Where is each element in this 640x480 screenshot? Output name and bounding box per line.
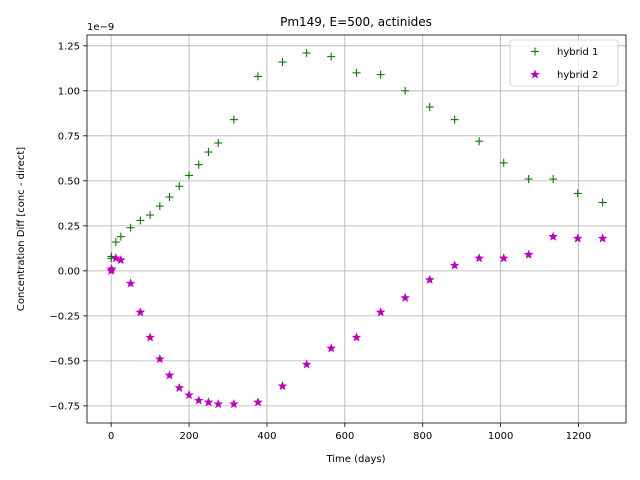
data-point [401, 86, 410, 95]
y-axis-scale-factor: 1e−9 [87, 22, 114, 33]
data-point [155, 202, 164, 211]
y-tick-label: 0.25 [58, 221, 80, 232]
data-point [573, 189, 582, 198]
data-point [213, 399, 224, 409]
series-hybrid-2 [106, 231, 608, 409]
legend-marker-symbol [530, 69, 540, 79]
data-point [125, 278, 136, 288]
data-point [155, 354, 165, 364]
x-tick-label: 0 [108, 431, 114, 442]
data-point [352, 68, 361, 77]
y-axis-ticks: −0.75 −0.50 −0.25 0.00 0.25 0.50 0.75 1.00 1.25 [49, 41, 87, 412]
data-point [106, 264, 117, 274]
legend-label-hybrid-2: hybrid 2 [557, 70, 598, 81]
data-point [375, 307, 386, 317]
data-point [175, 182, 184, 191]
data-point [400, 292, 410, 302]
data-point [107, 252, 116, 261]
data-point [229, 399, 239, 409]
data-point [194, 160, 203, 169]
x-tick-label: 1000 [488, 431, 513, 442]
data-point [598, 198, 607, 207]
data-point [425, 103, 434, 112]
data-point [278, 58, 287, 67]
y-tick-label: −0.25 [49, 311, 80, 322]
legend-marker-symbol [531, 47, 539, 56]
y-axis-label: Concentration Diff [conc - direct] [16, 147, 27, 311]
y-tick-label: 0.75 [58, 131, 80, 142]
data-point [229, 115, 238, 124]
legend-marker-hybrid-2 [530, 69, 540, 79]
data-point [499, 158, 508, 167]
data-point [524, 175, 533, 184]
data-point [145, 332, 155, 342]
data-point [548, 231, 558, 241]
y-tick-label: 1.00 [58, 86, 80, 97]
data-point [184, 390, 194, 400]
chart-title: Pm149, E=500, actinides [280, 15, 432, 29]
data-point [572, 233, 583, 243]
data-point [277, 381, 288, 391]
data-point [203, 397, 214, 407]
data-point [475, 137, 484, 146]
legend: hybrid 1 hybrid 2 [509, 39, 619, 87]
data-point [164, 370, 175, 380]
data-point [116, 232, 125, 241]
x-tick-label: 600 [335, 431, 354, 442]
data-point [116, 255, 126, 265]
data-point [302, 49, 311, 58]
data-point [253, 72, 262, 81]
data-point [146, 211, 155, 220]
data-point [193, 395, 204, 405]
data-point [450, 115, 459, 124]
data-point [174, 382, 185, 392]
plot-frame [86, 34, 627, 424]
data-point [549, 175, 558, 184]
y-tick-label: −0.75 [49, 401, 80, 412]
data-point [449, 260, 460, 270]
data-point [301, 359, 312, 369]
x-axis-ticks: 0 200 400 600 800 1000 1200 [108, 423, 591, 442]
data-point [351, 332, 362, 342]
data-point [424, 274, 435, 284]
data-point [165, 193, 174, 202]
data-point [474, 253, 484, 263]
data-point [327, 52, 336, 61]
grid [87, 35, 626, 423]
y-tick-label: 0.50 [58, 176, 80, 187]
x-tick-label: 1200 [566, 431, 591, 442]
y-tick-label: 1.25 [58, 41, 80, 52]
data-point [185, 171, 194, 180]
data-point [111, 238, 120, 247]
x-tick-label: 400 [257, 431, 276, 442]
x-axis-label: Time (days) [325, 454, 385, 465]
data-point [326, 343, 336, 353]
data-point [111, 253, 121, 263]
x-tick-label: 200 [179, 431, 198, 442]
data-point [204, 148, 213, 157]
data-point [376, 70, 385, 79]
data-point [498, 253, 509, 263]
y-tick-label: 0.00 [58, 266, 80, 277]
data-point [523, 249, 534, 259]
data-series [106, 49, 608, 409]
data-point [214, 139, 223, 148]
legend-marker-hybrid-1 [531, 47, 539, 56]
data-point [136, 216, 145, 225]
y-tick-label: −0.50 [49, 356, 80, 367]
data-point [135, 307, 146, 317]
x-tick-label: 800 [413, 431, 432, 442]
legend-label-hybrid-1: hybrid 1 [557, 47, 598, 58]
data-point [253, 397, 263, 407]
series-hybrid-1 [107, 49, 607, 263]
data-point [126, 223, 135, 232]
data-point [597, 233, 608, 243]
